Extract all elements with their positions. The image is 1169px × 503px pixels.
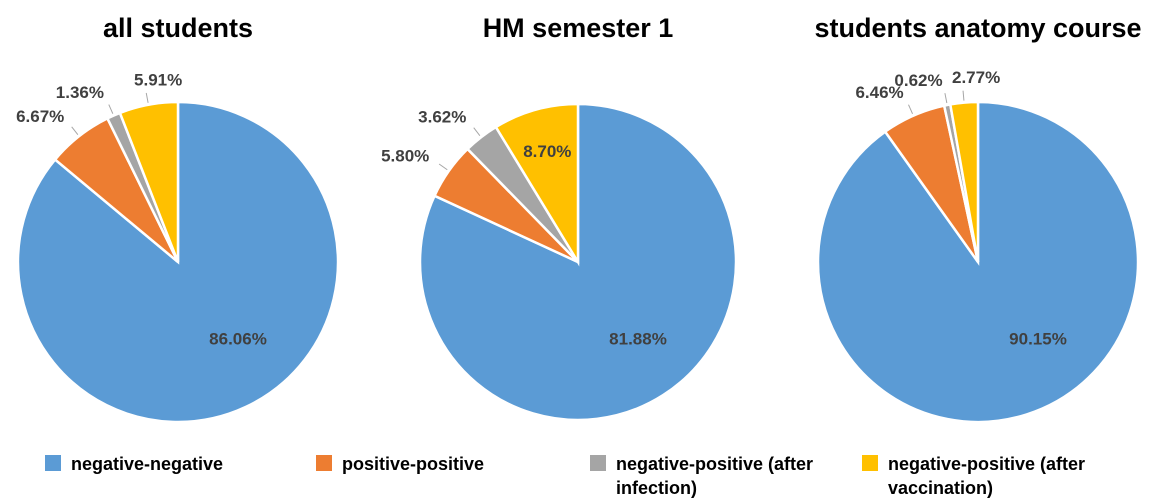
legend-label: negative-positive (after infection) (616, 454, 814, 498)
legend-swatch (316, 455, 332, 471)
charts: all students 86.06% 6.67% 1.36% 5.91% HM seme… (16, 13, 1142, 424)
value-label: 0.62% (894, 71, 942, 90)
leader-line (108, 104, 114, 114)
value-label: 81.88% (609, 329, 667, 348)
pie-slice (494, 102, 580, 267)
value-label: 5.80% (381, 147, 429, 166)
legend-swatch (45, 455, 61, 471)
legend-label: negative-positive (after vaccination) (888, 454, 1086, 498)
leader-line (962, 90, 965, 101)
legend-item: negative-negative (45, 452, 271, 476)
value-label: 3.62% (418, 108, 466, 127)
value-label: 90.15% (1009, 329, 1067, 348)
legend-label: negative-negative (71, 454, 224, 474)
chart-title: HM semester 1 (483, 13, 674, 43)
leader-line (473, 127, 481, 136)
value-label: 5.91% (134, 71, 182, 90)
leader-line (908, 104, 914, 115)
legend-item: negative-positive (after vaccination) (862, 452, 1088, 500)
value-label: 8.70% (523, 142, 571, 161)
value-label: 6.67% (16, 107, 64, 126)
chart-title: all students (103, 13, 253, 43)
value-label: 6.46% (855, 83, 903, 102)
value-label: 2.77% (952, 68, 1000, 87)
leader-line (71, 126, 79, 135)
leader-line (438, 163, 448, 171)
chart-title: students anatomy course (814, 13, 1141, 43)
value-label: 86.06% (209, 329, 267, 348)
legend-item: negative-positive (after infection) (590, 452, 816, 500)
pie-slice (118, 100, 180, 263)
leader-line (145, 92, 149, 103)
legend-item: positive-positive (316, 452, 542, 476)
leader-line (944, 93, 948, 104)
pie-slice (948, 100, 980, 263)
legend-swatch (590, 455, 606, 471)
legend-label: positive-positive (342, 454, 485, 474)
legend-swatch (862, 455, 878, 471)
value-label: 1.36% (56, 83, 104, 102)
